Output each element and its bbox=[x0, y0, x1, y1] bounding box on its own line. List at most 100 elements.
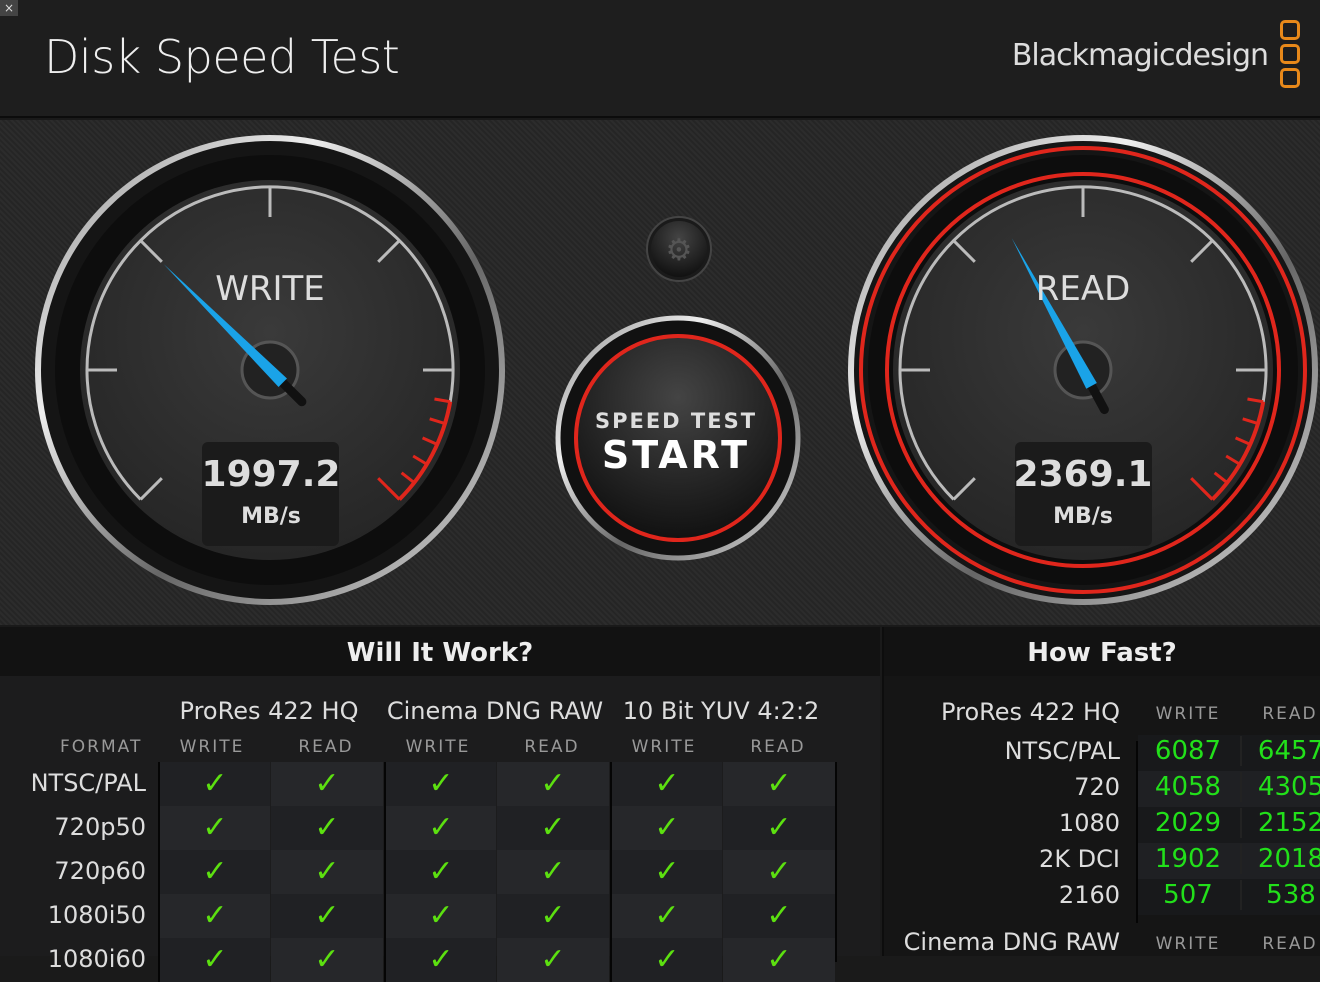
check-icon: ✓ bbox=[723, 806, 835, 850]
blackmagic-logo-icon bbox=[1280, 20, 1300, 92]
gauge-needle bbox=[1011, 238, 1097, 389]
check-icon: ✓ bbox=[723, 762, 835, 806]
check-icon: ✓ bbox=[497, 762, 609, 806]
brand-logo-text: Blackmagicdesign bbox=[1011, 38, 1269, 73]
read-speed-unit: MB/s bbox=[1053, 504, 1113, 529]
format-label: 2160 bbox=[1058, 881, 1120, 909]
read-speed-value: 2369.1 bbox=[1014, 454, 1153, 495]
format-label: NTSC/PAL bbox=[1004, 737, 1120, 765]
close-icon[interactable]: × bbox=[0, 0, 18, 16]
format-label: 720p50 bbox=[54, 813, 146, 841]
codec-group-header: Cinema DNG RAW bbox=[386, 697, 604, 725]
gauge-tick bbox=[1213, 471, 1229, 484]
check-icon: ✓ bbox=[271, 762, 383, 806]
gauge-arc bbox=[1210, 401, 1266, 501]
write-col-header: WRITE bbox=[179, 737, 245, 757]
gauge-tick bbox=[1190, 239, 1214, 263]
header: × Disk Speed Test Blackmagicdesign bbox=[0, 0, 1320, 118]
gauge-tick bbox=[1247, 397, 1264, 404]
will-it-work-panel: Will It Work? FORMAT ProRes 422 HQ WRITE R… bbox=[0, 627, 880, 982]
start-button[interactable]: SPEED TEST START bbox=[555, 315, 801, 561]
read-fps-value: 2018 bbox=[1240, 844, 1320, 874]
codec-group-header: 10 Bit YUV 4:2:2 bbox=[622, 697, 820, 725]
how-fast-panel: How Fast? ProRes 422 HQ WRITE READ NTSC/PAL… bbox=[882, 627, 1320, 956]
gauge-tick bbox=[434, 397, 451, 404]
codec-group-header: ProRes 422 HQ bbox=[179, 697, 359, 725]
read-fps-value: 538 bbox=[1240, 880, 1320, 910]
write-col-header: WRITE bbox=[631, 737, 697, 757]
gauge-tick bbox=[1234, 436, 1251, 446]
check-icon: ✓ bbox=[610, 762, 722, 806]
write-fps-value: 507 bbox=[1163, 880, 1213, 910]
read-col-header: READ bbox=[524, 737, 580, 757]
write-fps-value: 2029 bbox=[1154, 808, 1222, 838]
gauge-tick bbox=[139, 477, 163, 501]
read-col-header: READ bbox=[750, 737, 806, 757]
check-icon: ✓ bbox=[384, 938, 496, 982]
gauge-tick bbox=[377, 239, 401, 263]
check-icon: ✓ bbox=[271, 938, 383, 982]
check-icon: ✓ bbox=[158, 762, 270, 806]
check-icon: ✓ bbox=[610, 850, 722, 894]
check-icon: ✓ bbox=[497, 806, 609, 850]
will-it-work-title: Will It Work? bbox=[0, 627, 880, 676]
gauge-arc bbox=[85, 185, 455, 501]
read-fps-value: 2152 bbox=[1240, 808, 1320, 838]
check-icon: ✓ bbox=[158, 938, 270, 982]
settings-button[interactable]: ⚙ bbox=[646, 216, 712, 282]
check-icon: ✓ bbox=[271, 894, 383, 938]
check-icon: ✓ bbox=[723, 894, 835, 938]
format-label: 1080i60 bbox=[47, 945, 146, 973]
read-col-header: READ bbox=[1262, 704, 1318, 724]
write-fps-value: 1902 bbox=[1154, 844, 1222, 874]
read-fps-value: 4305 bbox=[1240, 772, 1320, 802]
gauge-arc bbox=[397, 401, 453, 501]
gauge-tick bbox=[387, 487, 401, 501]
speed-readout-box bbox=[1015, 442, 1152, 546]
write-col-header: WRITE bbox=[405, 737, 471, 757]
check-icon: ✓ bbox=[384, 850, 496, 894]
gauge-needle bbox=[163, 264, 287, 387]
check-icon: ✓ bbox=[610, 938, 722, 982]
gauge-tick bbox=[429, 417, 446, 425]
start-line1: SPEED TEST bbox=[595, 409, 757, 433]
app-title: Disk Speed Test bbox=[44, 30, 400, 84]
format-label: 720p60 bbox=[54, 857, 146, 885]
codec-label: Cinema DNG RAW bbox=[903, 928, 1120, 956]
check-icon: ✓ bbox=[158, 850, 270, 894]
check-icon: ✓ bbox=[723, 850, 835, 894]
gauge-tick bbox=[1200, 487, 1214, 501]
gauge-tick bbox=[1225, 454, 1241, 466]
read-col-header: READ bbox=[298, 737, 354, 757]
gauge-tick bbox=[421, 436, 438, 446]
write-col-header: WRITE bbox=[1155, 934, 1221, 954]
check-icon: ✓ bbox=[384, 806, 496, 850]
format-header: FORMAT bbox=[60, 737, 143, 757]
gauge-arc bbox=[898, 185, 1268, 501]
read-gauge-label: READ bbox=[1036, 269, 1131, 309]
check-icon: ✓ bbox=[723, 938, 835, 982]
gauge-tick bbox=[952, 477, 976, 501]
write-gauge-label: WRITE bbox=[215, 269, 325, 309]
check-icon: ✓ bbox=[158, 894, 270, 938]
read-fps-value: 6457 bbox=[1240, 736, 1320, 766]
write-fps-value: 6087 bbox=[1154, 736, 1222, 766]
format-label: 2K DCI bbox=[1039, 845, 1120, 873]
read-col-header: READ bbox=[1262, 934, 1318, 954]
format-label: NTSC/PAL bbox=[30, 769, 146, 797]
write-col-header: WRITE bbox=[1155, 704, 1221, 724]
write-gauge bbox=[35, 135, 505, 605]
how-fast-title: How Fast? bbox=[884, 627, 1320, 676]
format-label: 1080i50 bbox=[47, 901, 146, 929]
start-line2: START bbox=[602, 433, 750, 477]
check-icon: ✓ bbox=[610, 806, 722, 850]
speed-readout-box bbox=[202, 442, 339, 546]
codec-label: ProRes 422 HQ bbox=[941, 698, 1120, 726]
check-icon: ✓ bbox=[384, 894, 496, 938]
check-icon: ✓ bbox=[271, 850, 383, 894]
write-speed-value: 1997.2 bbox=[202, 454, 341, 495]
check-icon: ✓ bbox=[158, 806, 270, 850]
format-label: 720 bbox=[1074, 773, 1120, 801]
gauge-tick bbox=[139, 239, 163, 263]
gear-icon: ⚙ bbox=[666, 233, 693, 268]
